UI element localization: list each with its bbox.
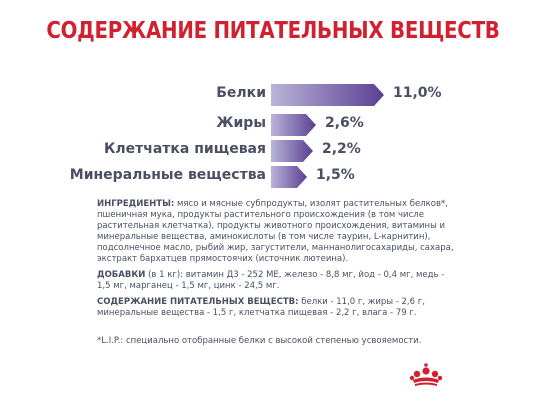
additives-text: витамин Д3 - 252 МЕ, железо - 8,8 мг, йо…	[97, 270, 445, 291]
nutrition-paragraph: СОДЕРЖАНИЕ ПИТАТЕЛЬНЫХ ВЕЩЕСТВ: белки - …	[97, 297, 457, 319]
page-title: СОДЕРЖАНИЕ ПИТАТЕЛЬНЫХ ВЕЩЕСТВ	[46, 18, 500, 44]
ingredients-paragraph: ИНГРЕДИЕНТЫ: мясо и мясные субпродукты, …	[97, 199, 457, 265]
additives-paragraph: ДОБАВКИ (в 1 кг): витамин Д3 - 252 МЕ, ж…	[97, 270, 457, 292]
nutrient-value-minerals: 1,5%	[316, 167, 355, 183]
nutrition-text: белки - 11,0 г, жиры - 2,6 г, минеральны…	[97, 297, 425, 318]
nutrient-bar-fiber	[271, 140, 313, 162]
nutrient-label-minerals: Минеральные вещества	[69, 167, 266, 183]
nutrient-row: Жиры 2,6%	[0, 114, 546, 136]
nutrition-heading: СОДЕРЖАНИЕ ПИТАТЕЛЬНЫХ ВЕЩЕСТВ:	[97, 297, 299, 307]
nutrient-bar-shape	[271, 114, 316, 136]
nutrient-value-fat: 2,6%	[325, 115, 364, 131]
nutrient-bar-fat	[271, 114, 316, 136]
nutrient-bar-minerals	[271, 166, 307, 188]
nutrient-bar-shape	[271, 140, 313, 162]
nutrient-bar-shape	[271, 166, 307, 188]
nutrient-row: Белки 11,0%	[0, 84, 546, 106]
nutrient-value-protein: 11,0%	[393, 85, 442, 101]
ingredients-heading: ИНГРЕДИЕНТЫ:	[97, 199, 175, 209]
nutrient-row: Минеральные вещества 1,5%	[0, 166, 546, 188]
nutrient-bar-shape	[271, 84, 384, 106]
additives-heading: ДОБАВКИ	[97, 270, 146, 280]
nutrient-row: Клетчатка пищевая 2,2%	[0, 140, 546, 162]
royal-crown-icon	[409, 363, 443, 386]
nutrient-label-protein: Белки	[216, 85, 266, 101]
nutrient-label-fiber: Клетчатка пищевая	[103, 141, 266, 157]
footnote: *L.I.P.: специально отобранные белки с в…	[97, 336, 422, 346]
nutrient-label-fat: Жиры	[216, 115, 266, 131]
nutrient-value-fiber: 2,2%	[322, 141, 361, 157]
nutrient-bar-protein	[271, 84, 384, 106]
additives-unit: (в 1 кг):	[145, 270, 184, 280]
ingredients-text: мясо и мясные субпродукты, изолят растит…	[97, 199, 454, 264]
